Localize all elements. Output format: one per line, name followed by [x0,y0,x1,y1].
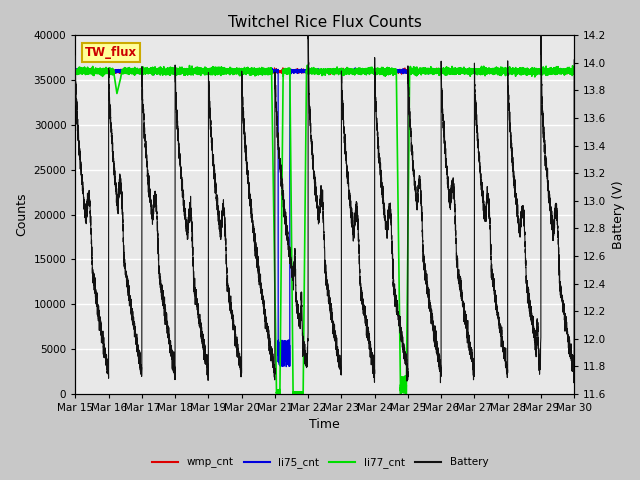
li77_cnt [97,68,104,74]
wmp_cnt [252,68,260,73]
li75_cnt [367,68,374,73]
li75_cnt [72,69,79,75]
wmp_cnt [279,65,287,71]
Battery [537,30,545,36]
li77_cnt [273,391,280,396]
li75_cnt [570,68,578,74]
li77_cnt [252,68,260,73]
li75_cnt [468,68,476,74]
Legend: wmp_cnt, li75_cnt, li77_cnt, Battery: wmp_cnt, li75_cnt, li77_cnt, Battery [148,453,492,472]
li75_cnt [97,69,104,74]
li77_cnt [570,71,578,77]
li77_cnt [367,70,374,76]
li75_cnt [388,68,396,73]
li75_cnt [282,364,290,370]
Battery [468,346,476,352]
Text: TW_flux: TW_flux [85,46,138,59]
wmp_cnt [326,72,334,78]
Battery [367,346,374,351]
li77_cnt [442,69,449,75]
wmp_cnt [367,69,374,74]
wmp_cnt [468,67,476,73]
Battery [72,53,79,59]
wmp_cnt [442,68,449,73]
Line: li77_cnt: li77_cnt [76,65,574,394]
Battery [442,145,449,151]
li77_cnt [72,68,79,74]
Battery [570,380,578,385]
li75_cnt [442,70,449,76]
Battery [388,239,396,245]
li77_cnt [468,69,476,75]
li77_cnt [388,69,396,75]
Battery [97,328,104,334]
Y-axis label: Battery (V): Battery (V) [612,180,625,249]
li75_cnt [252,70,260,76]
wmp_cnt [570,67,578,72]
li77_cnt [303,62,311,68]
Battery [570,57,578,63]
Battery [252,254,260,260]
Y-axis label: Counts: Counts [15,193,28,236]
wmp_cnt [72,69,79,75]
Line: li75_cnt: li75_cnt [76,68,574,367]
wmp_cnt [97,69,104,75]
Line: wmp_cnt: wmp_cnt [76,68,574,75]
Line: Battery: Battery [76,33,574,383]
Title: Twitchel Rice Flux Counts: Twitchel Rice Flux Counts [228,15,422,30]
wmp_cnt [388,68,396,74]
li75_cnt [351,65,359,71]
X-axis label: Time: Time [309,419,340,432]
